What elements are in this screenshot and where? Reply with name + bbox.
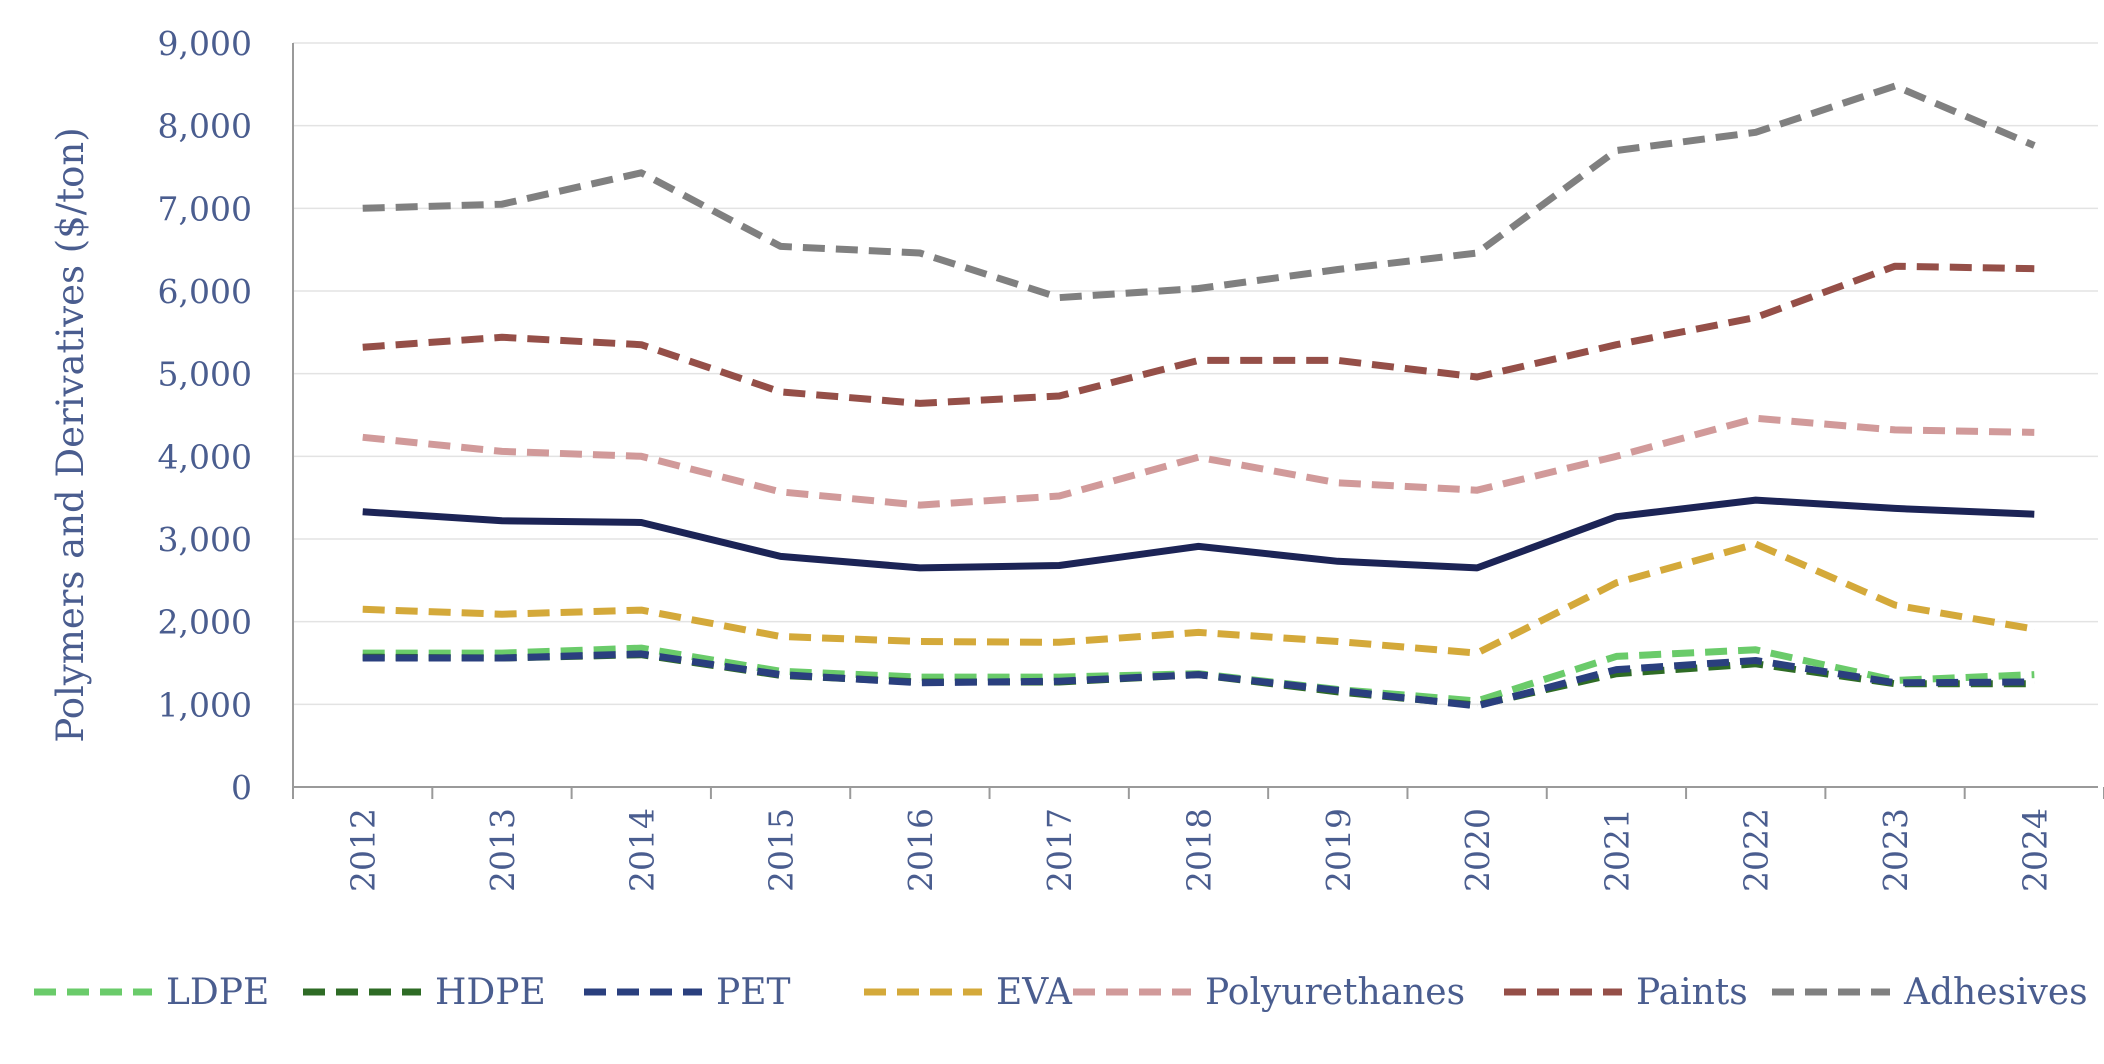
y-tick-label: 2,000: [158, 603, 252, 642]
legend: LDPE HDPE PET EVA Polyurethanes Paints Adhesiv…: [34, 972, 2088, 1013]
y-tick-label: 4,000: [158, 437, 252, 476]
x-tick-label: 2022: [1737, 808, 1776, 892]
legend-label: Polyurethanes: [1205, 972, 1465, 1013]
legend-label: Adhesives: [1903, 972, 2088, 1013]
legend-item-polyurethanes: Polyurethanes: [1073, 972, 1465, 1013]
legend-item-eva: EVA: [864, 972, 1073, 1013]
axes: [292, 43, 2104, 799]
x-tick-label: 2020: [1458, 808, 1497, 892]
series-lines: [362, 82, 2036, 710]
x-tick-label: 2017: [1040, 808, 1079, 892]
legend-label: Paints: [1636, 972, 1748, 1013]
x-tick-label: 2021: [1597, 808, 1636, 892]
x-tick-label: 2013: [483, 808, 522, 892]
y-tick-label: 9,000: [158, 24, 252, 63]
y-tick-label: 8,000: [158, 107, 252, 146]
legend-label: LDPE: [166, 972, 269, 1013]
x-tick-label: 2016: [901, 808, 940, 892]
x-tick-label: 2012: [344, 808, 383, 892]
x-tick-label: 2014: [622, 808, 661, 892]
series-line-eva: [362, 540, 2035, 657]
y-tick-label: 6,000: [158, 272, 252, 311]
x-tick-label: 2019: [1319, 808, 1358, 892]
y-axis-title: Polymers and Derivatives ($/ton): [49, 127, 92, 742]
legend-label: EVA: [996, 972, 1073, 1013]
y-tick-label: 3,000: [158, 520, 252, 559]
gridlines: [293, 42, 2098, 706]
legend-item-ldpe: LDPE: [34, 972, 269, 1013]
legend-label: HDPE: [435, 972, 546, 1013]
series-line-pet: [362, 650, 2035, 710]
x-tick-label: 2024: [2015, 808, 2054, 892]
y-tick-label: 1,000: [158, 685, 252, 724]
series-line-adhesives: [362, 82, 2036, 302]
legend-item-adhesives: Adhesives: [1772, 972, 2088, 1013]
series-line-polyurethanes: [362, 414, 2035, 509]
y-tick-label: 5,000: [158, 355, 252, 394]
legend-item-paints: Paints: [1504, 972, 1748, 1013]
legend-item-hdpe: HDPE: [303, 972, 546, 1013]
legend-label: PET: [716, 972, 791, 1013]
y-tick-label: 7,000: [158, 189, 252, 228]
legend-item-pet: PET: [584, 972, 791, 1013]
x-axis-tick-labels: 2012 2013 2014 2015 2016 2017 2018 2019 2020 2021…: [344, 808, 2055, 892]
x-tick-label: 2015: [762, 808, 801, 892]
y-axis-tick-labels: 0 1,000 2,000 3,000 4,000 5,000 6,000 7,000 8,00…: [158, 24, 252, 807]
x-tick-label: 2018: [1180, 808, 1219, 892]
x-tick-label: 2023: [1876, 808, 1915, 892]
series-line-total: [362, 496, 2035, 572]
y-tick-label: 0: [231, 768, 252, 807]
